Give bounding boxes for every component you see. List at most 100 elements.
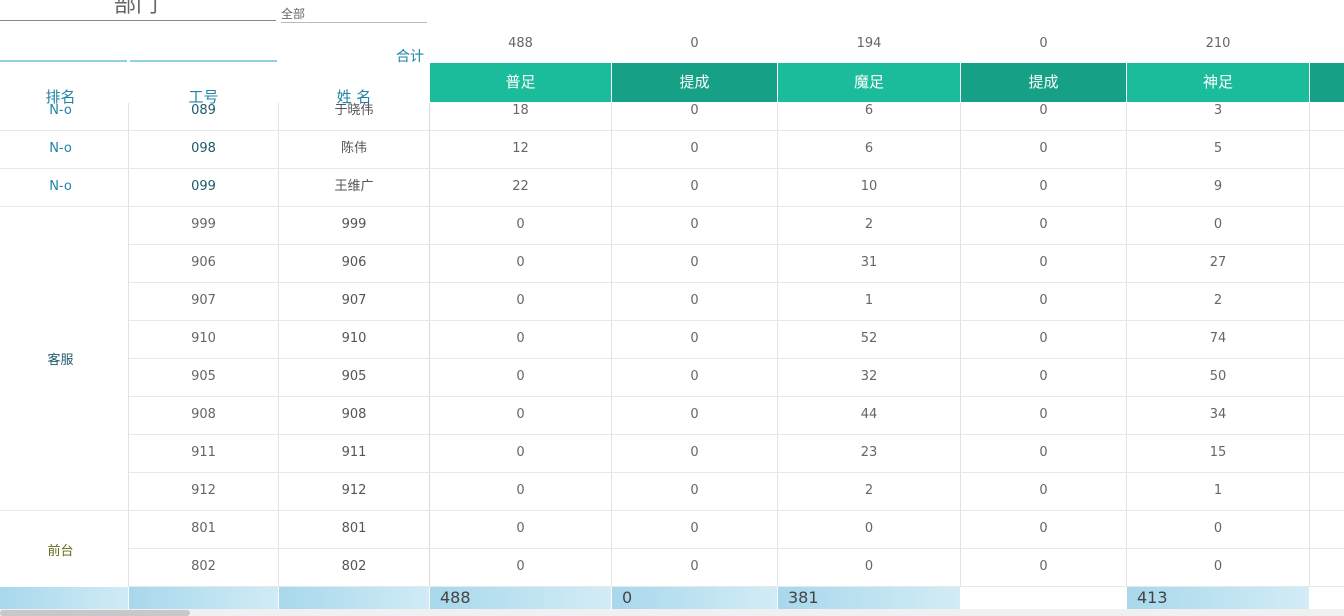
cell-value: 0 (1039, 141, 1048, 156)
row-divider (129, 130, 1344, 131)
total-value: 210 (1205, 36, 1231, 51)
cell-value: 0 (516, 407, 525, 422)
cell-value: 0 (690, 331, 699, 346)
footer-cell (0, 587, 128, 609)
cell-value: 0 (690, 217, 699, 232)
header-col-commission[interactable]: 提成 (961, 63, 1126, 102)
row-divider (0, 510, 1344, 511)
cell-id: 999 (191, 217, 216, 232)
footer-total: 488 (430, 587, 611, 609)
grid-divider (1126, 103, 1127, 587)
cell-value: 44 (860, 407, 878, 422)
cell-value: 0 (516, 331, 525, 346)
cell-value: 0 (516, 255, 525, 270)
cell-value: 1 (864, 293, 874, 308)
footer-cell (279, 587, 429, 609)
cell-id: 099 (191, 179, 216, 194)
grid-divider (1309, 103, 1310, 587)
cell-id: 089 (191, 103, 216, 118)
id-filter-line (130, 60, 277, 62)
cell-value: 0 (1039, 483, 1048, 498)
row-divider (129, 586, 1344, 587)
cell-value: 0 (1213, 521, 1223, 536)
cell-value: 34 (1209, 407, 1227, 422)
footer-total: 413 (1127, 587, 1309, 609)
horizontal-scrollbar-thumb[interactable] (0, 610, 190, 616)
cell-id: 801 (191, 521, 216, 536)
row-divider (129, 358, 1344, 359)
cell-value: 31 (860, 255, 878, 270)
cell-value: 0 (690, 521, 699, 536)
cell-id: 098 (191, 141, 216, 156)
cell-value: 0 (516, 293, 525, 308)
rank-filter-line (0, 60, 127, 62)
cell-name: 906 (341, 255, 367, 270)
cell-value: 0 (1039, 293, 1048, 308)
cell-value: 0 (690, 255, 699, 270)
header-col-more[interactable] (1310, 63, 1344, 102)
department-underline (0, 20, 276, 21)
total-label: 合计 (396, 49, 424, 65)
row-divider (129, 396, 1344, 397)
cell-name: 907 (341, 293, 367, 308)
cell-value: 0 (516, 445, 525, 460)
row-divider (129, 320, 1344, 321)
footer-total: 0 (612, 587, 777, 609)
cell-name: 999 (341, 217, 367, 232)
cell-rank (0, 472, 121, 510)
header-col-mozu[interactable]: 魔足 (778, 63, 960, 102)
cell-name: 陈伟 (340, 141, 367, 156)
horizontal-scrollbar[interactable] (0, 609, 1344, 616)
header-name[interactable]: 姓 名 (336, 88, 372, 106)
cell-value: 0 (690, 103, 699, 118)
row-divider (0, 130, 129, 131)
cell-id: 907 (191, 293, 216, 308)
row-divider (0, 206, 1344, 207)
cell-value: 10 (860, 179, 878, 194)
cell-value: 0 (1039, 521, 1048, 536)
header-col-shenzu[interactable]: 神足 (1127, 63, 1309, 102)
cell-value: 52 (860, 331, 878, 346)
cell-name: 王维广 (334, 179, 374, 194)
cell-rank (0, 206, 121, 244)
cell-name: 801 (341, 521, 367, 536)
department-select[interactable]: 全部 (281, 7, 427, 23)
cell-value: 74 (1209, 331, 1227, 346)
cell-value: 0 (690, 369, 699, 384)
group-label-service: 客服 (47, 353, 74, 368)
cell-value: 0 (1039, 445, 1048, 460)
group-label-frontdesk: 前台 (47, 544, 74, 559)
row-divider (129, 244, 1344, 245)
cell-rank (0, 244, 121, 282)
cell-id: 911 (191, 445, 216, 460)
cell-rank: N-o (49, 141, 72, 156)
cell-value: 0 (1039, 103, 1048, 118)
cell-value: 0 (1213, 559, 1223, 574)
cell-rank (0, 434, 121, 472)
header-id[interactable]: 工号 (188, 88, 219, 106)
cell-value: 0 (690, 483, 699, 498)
cell-value: 0 (1039, 559, 1048, 574)
cell-value: 0 (516, 483, 525, 498)
cell-value: 0 (516, 521, 525, 536)
cell-value: 2 (864, 483, 874, 498)
total-value: 0 (690, 36, 699, 51)
cell-id: 906 (191, 255, 216, 270)
cell-value: 1 (1213, 483, 1223, 498)
header-col-commission[interactable]: 提成 (612, 63, 777, 102)
cell-name: 911 (341, 445, 367, 460)
header-rank[interactable]: 排名 (45, 88, 76, 106)
cell-value: 0 (690, 407, 699, 422)
cell-value: 32 (860, 369, 878, 384)
cell-rank (0, 282, 121, 320)
cell-value: 50 (1209, 369, 1227, 384)
cell-value: 0 (1039, 217, 1048, 232)
cell-name: 802 (341, 559, 367, 574)
row-divider (129, 548, 1344, 549)
footer-cell (129, 587, 278, 609)
header-col-puzu[interactable]: 普足 (430, 63, 611, 102)
row-divider (129, 282, 1344, 283)
cell-id: 912 (191, 483, 216, 498)
cell-value: 5 (1213, 141, 1223, 156)
cell-value: 0 (1039, 255, 1048, 270)
